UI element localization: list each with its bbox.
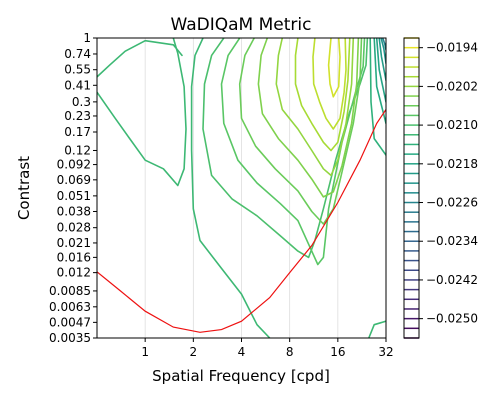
- colorbar-tick-label: −0.0194: [426, 41, 478, 55]
- contour-line: [97, 39, 183, 78]
- x-tick-label: 2: [190, 345, 198, 359]
- y-axis-label: Contrast: [15, 156, 33, 220]
- contour-line: [367, 320, 386, 338]
- y-tick-label: 0.012: [57, 266, 91, 280]
- threshold-curve: [97, 109, 386, 333]
- colorbar-background: [404, 38, 419, 338]
- y-tick-label: 0.3: [72, 95, 91, 109]
- y-tick-label: 0.028: [57, 221, 91, 235]
- x-tick-label: 8: [286, 345, 294, 359]
- y-tick-label: 0.0035: [49, 331, 91, 345]
- contour-line: [220, 38, 366, 266]
- colorbar-tick-label: −0.0250: [426, 312, 478, 326]
- x-tick-label: 4: [238, 345, 246, 359]
- y-tick-label: 0.016: [57, 250, 91, 264]
- y-tick-label: 0.17: [64, 125, 91, 139]
- contour-line: [312, 38, 347, 130]
- y-tick-label: 0.41: [64, 78, 91, 92]
- y-tick-label: 0.069: [57, 173, 91, 187]
- contour-line: [375, 38, 386, 103]
- contour-line: [257, 38, 360, 198]
- colorbar-tick-label: −0.0202: [426, 79, 478, 93]
- colorbar-frame: [403, 37, 420, 339]
- y-tick-label: 0.12: [64, 143, 91, 157]
- y-tick-label: 0.0047: [49, 315, 91, 329]
- y-tick-label: 0.092: [57, 158, 91, 172]
- colorbar-tick-label: −0.0234: [426, 234, 478, 248]
- contour-line: [380, 38, 386, 65]
- x-tick-label: 32: [378, 345, 393, 359]
- chart-title: WaDIQaM Metric: [171, 15, 312, 35]
- colorbar-tick-label: −0.0218: [426, 157, 478, 171]
- contour-line: [373, 38, 386, 125]
- colorbar-tick-label: −0.0210: [426, 118, 478, 132]
- colorbar-tick-label: −0.0226: [426, 196, 478, 210]
- y-tick-label: 0.021: [57, 236, 91, 250]
- plot-area: [97, 38, 386, 338]
- y-tick-label: 1: [83, 31, 91, 45]
- contour-line: [294, 38, 351, 152]
- colorbar-tick-label: −0.0242: [426, 273, 478, 287]
- contour-line: [327, 38, 341, 98]
- contour-line: [238, 38, 363, 225]
- x-axis: 1 2 4 8 16 32: [141, 338, 394, 359]
- contour-line: [369, 38, 386, 156]
- colorbar: −0.0194 −0.0202 −0.0210 −0.0218 −0.0226 −0.02…: [403, 37, 478, 339]
- y-tick-label: 0.55: [64, 63, 91, 77]
- y-tick-label: 0.23: [64, 109, 91, 123]
- y-tick-label: 0.038: [57, 204, 91, 218]
- contour-line: [275, 38, 355, 177]
- y-tick-label: 0.0085: [49, 284, 91, 298]
- contour-line: [190, 38, 271, 338]
- y-tick-label: 0.74: [64, 47, 91, 61]
- contour-layer: [97, 38, 386, 338]
- contour-line: [378, 38, 386, 82]
- y-tick-label: 0.051: [57, 189, 91, 203]
- x-axis-label: Spatial Frequency [cpd]: [152, 367, 330, 385]
- threshold-curve-layer: [97, 109, 386, 333]
- x-tick-label: 16: [330, 345, 345, 359]
- y-tick-label: 0.0063: [49, 300, 91, 314]
- contour-line: [97, 38, 187, 187]
- x-tick-label: 1: [141, 345, 149, 359]
